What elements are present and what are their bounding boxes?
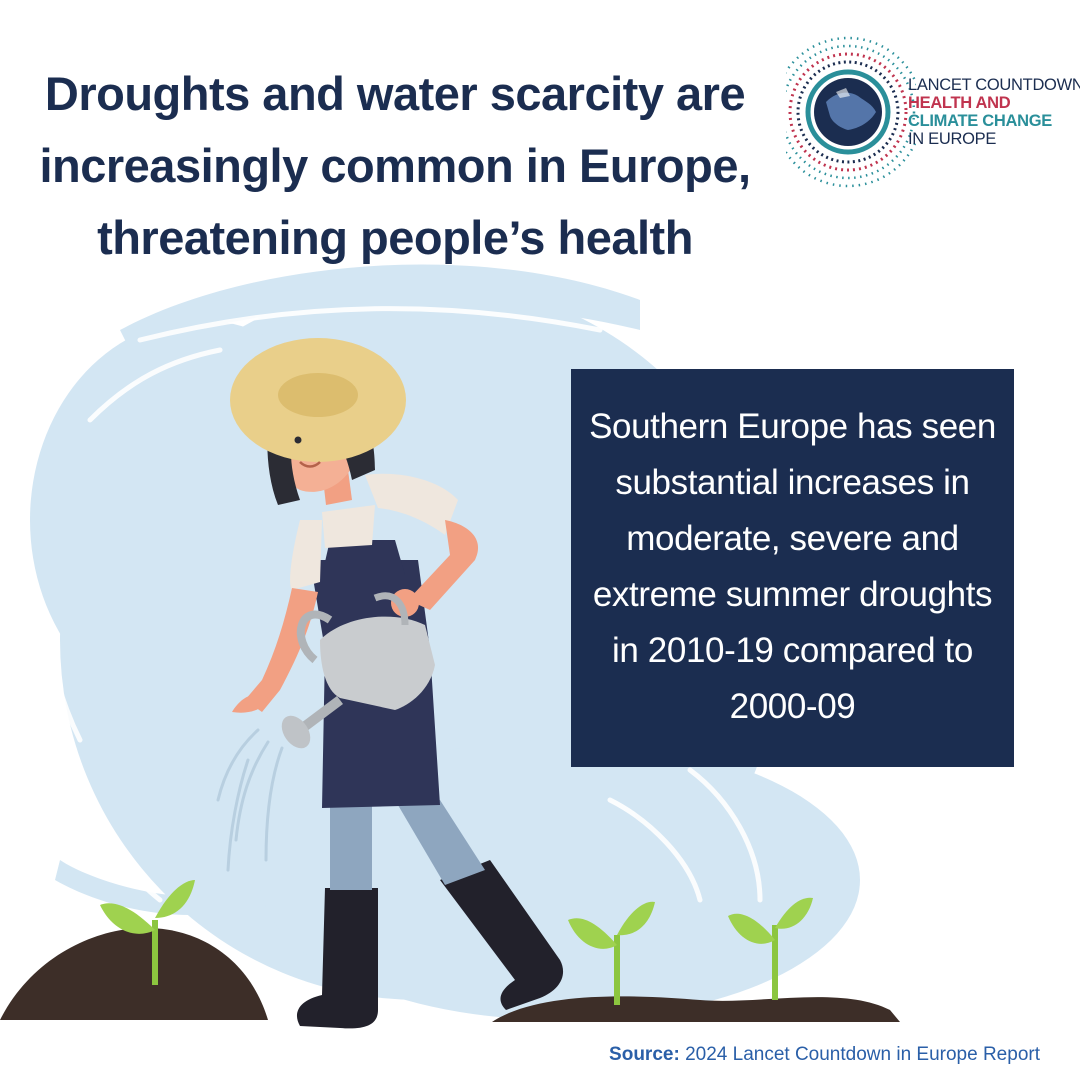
watering-can	[281, 592, 435, 749]
logo-line-2: HEALTH AND	[908, 94, 1011, 112]
fact-line-1: Southern Europe has seen	[589, 407, 996, 446]
globe-europe-icon	[786, 36, 916, 188]
logo-line-3: CLIMATE CHANGE	[908, 112, 1052, 130]
logo-line-1: LANCET COUNTDOWN:	[908, 76, 1080, 94]
logo-text: LANCET COUNTDOWN: HEALTH AND CLIMATE CHA…	[908, 76, 1080, 148]
water-spray	[216, 728, 284, 872]
headline-line-2: increasingly common in Europe,	[39, 139, 751, 192]
sprout-middle	[568, 901, 655, 1005]
source-text: 2024 Lancet Countdown in Europe Report	[679, 1044, 1040, 1065]
fact-line-2: substantial increases in	[615, 463, 970, 502]
headline-line-3: threatening people’s health	[97, 211, 693, 264]
woman	[230, 338, 564, 1029]
lancet-countdown-logo: LANCET COUNTDOWN: HEALTH AND CLIMATE CHA…	[786, 32, 1080, 192]
headline-line-1: Droughts and water scarcity are	[44, 67, 746, 120]
boot-right	[440, 860, 564, 1010]
sprout-left	[100, 880, 195, 985]
headline: Droughts and water scarcity are increasi…	[20, 58, 770, 274]
brush-streaks	[37, 306, 763, 903]
fact-line-5: in 2010-19 compared to	[612, 631, 973, 670]
logo-line-4: IN EUROPE	[908, 130, 997, 148]
sprouts	[100, 880, 813, 1005]
fact-line-6: 2000-09	[729, 687, 856, 726]
fact-box: Southern Europe has seen substantial inc…	[571, 369, 1014, 767]
sprout-right	[728, 897, 813, 1000]
source-citation: Source: 2024 Lancet Countdown in Europe …	[609, 1044, 1040, 1066]
fact-line-4: extreme summer droughts	[592, 575, 993, 614]
source-label: Source:	[609, 1044, 680, 1065]
fact-line-3: moderate, severe and	[626, 519, 959, 558]
soil	[0, 927, 900, 1022]
boot-left	[296, 888, 378, 1029]
